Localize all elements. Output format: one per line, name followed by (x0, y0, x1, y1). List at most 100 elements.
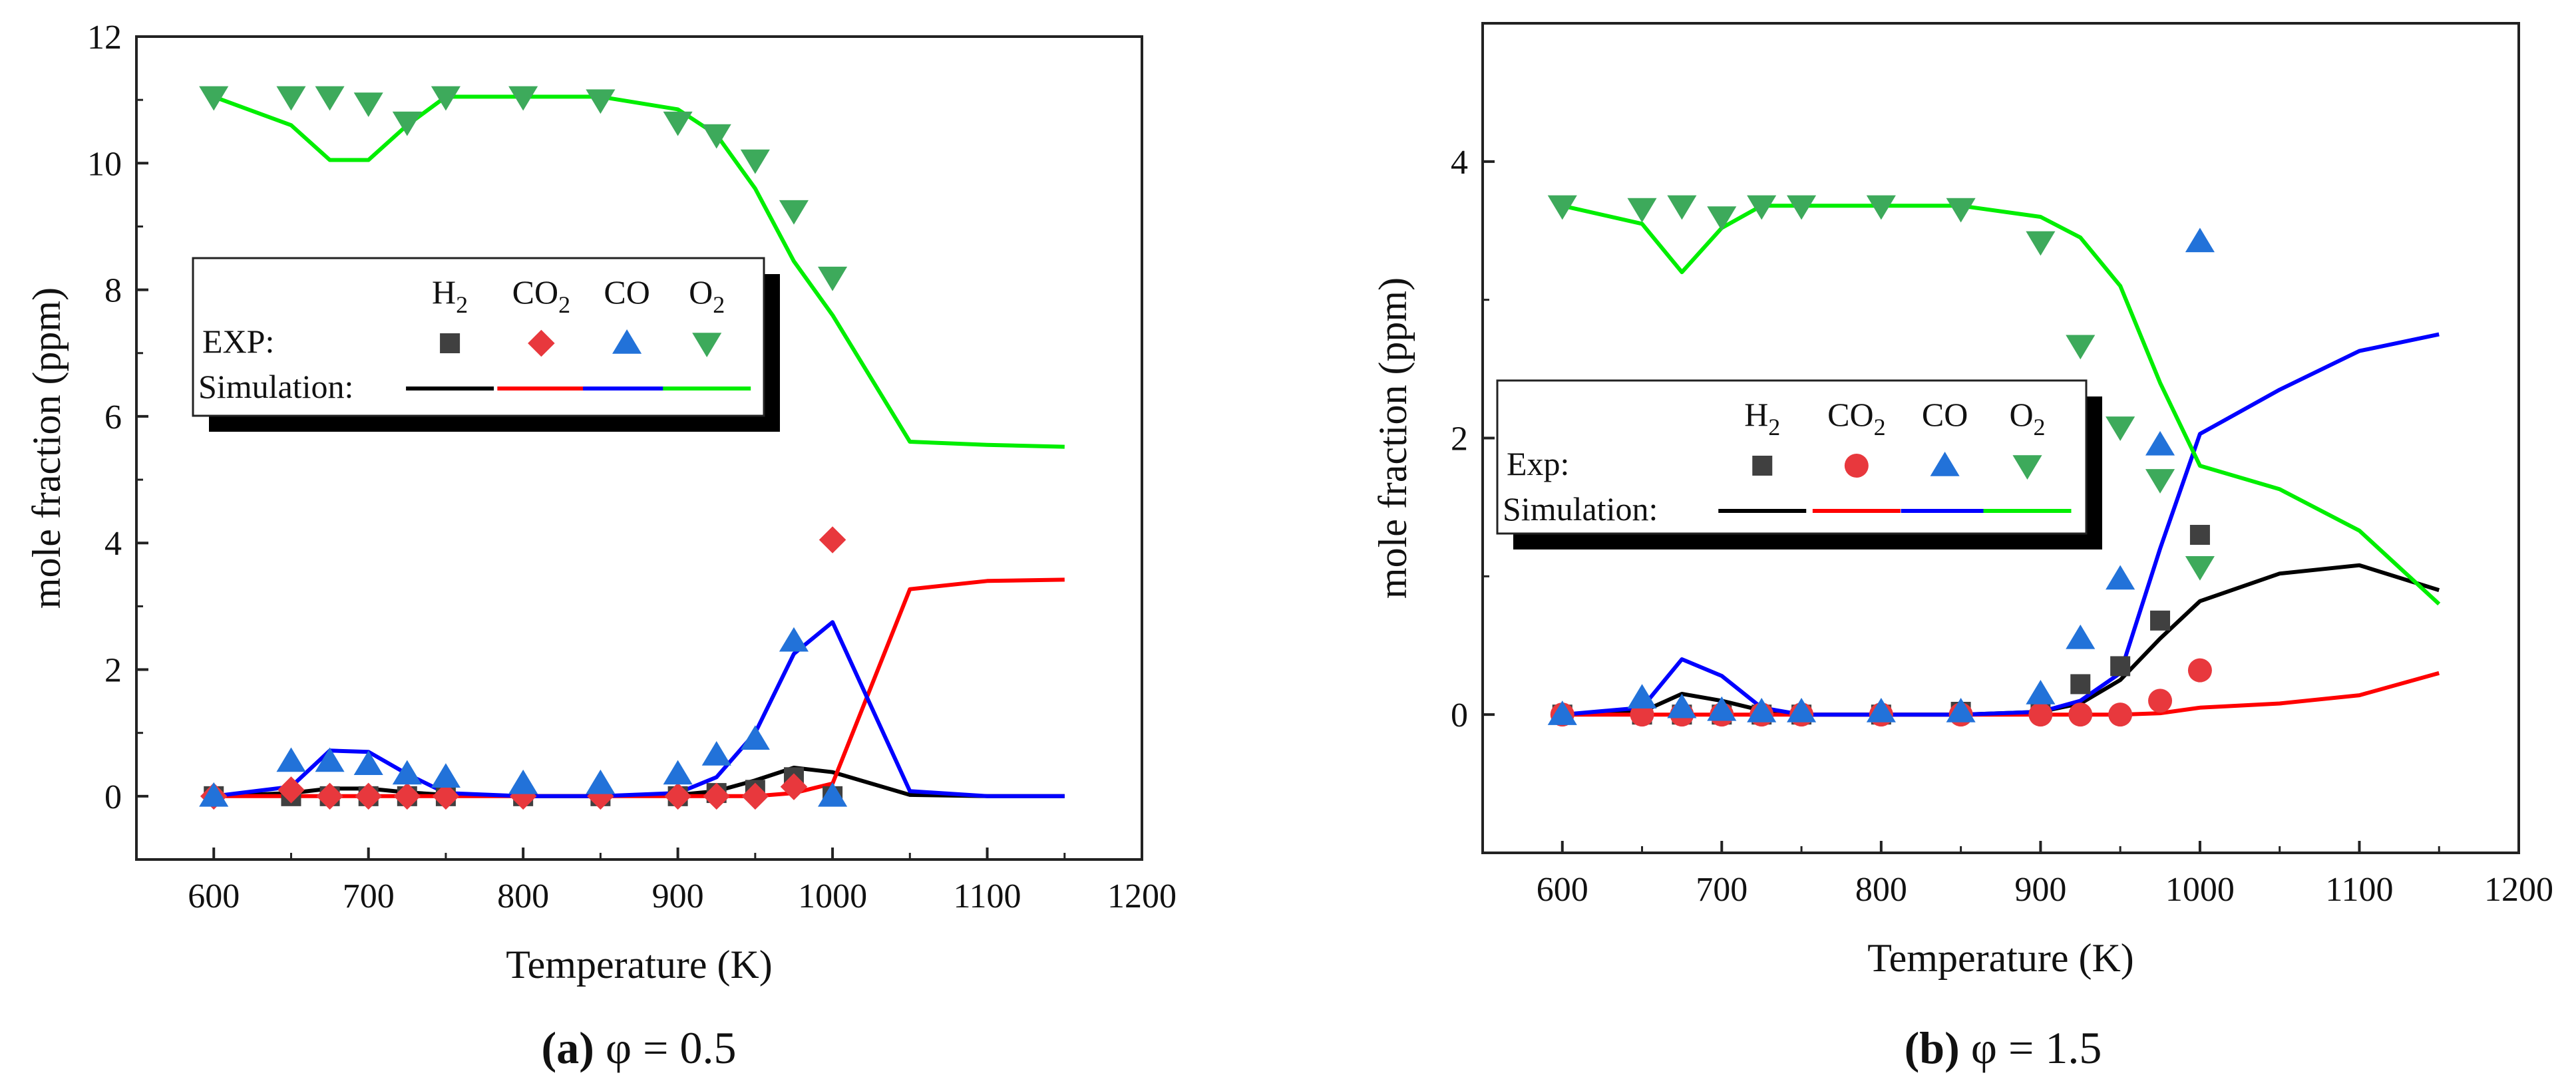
exp-point-h2 (2189, 524, 2210, 545)
exp-point-co (663, 760, 693, 785)
x-tick-label: 1100 (953, 877, 1021, 915)
x-tick-label: 600 (1537, 871, 1588, 909)
exp-point-co (1747, 698, 1777, 722)
exp-point-co (2185, 228, 2215, 253)
exp-point-co (508, 769, 538, 794)
y-tick-label: 4 (104, 525, 122, 563)
y-tick-label: 2 (1451, 420, 1468, 458)
exp-point-o2 (740, 149, 770, 174)
exp-point-co2 (664, 782, 691, 810)
y-tick-label: 6 (104, 398, 122, 436)
exp-point-o2 (1667, 195, 1697, 220)
exp-point-co (431, 763, 460, 788)
exp-point-co (779, 627, 809, 652)
exp-point-co (701, 740, 731, 766)
panel-caption: (a) φ = 0.5 (542, 1022, 737, 1073)
exp-point-o2 (586, 89, 616, 114)
exp-point-co2 (780, 773, 808, 800)
legend-species-label: CO2 (1827, 396, 1885, 440)
exp-point-co (1866, 698, 1896, 722)
exp-point-co2 (2148, 689, 2173, 713)
exp-point-co2 (316, 782, 343, 810)
legend-species-label: CO (604, 273, 649, 311)
legend-species-label: O2 (2009, 396, 2045, 440)
exp-point-co2 (2187, 658, 2212, 683)
legend-species-label: H2 (1744, 396, 1780, 440)
legend-exp-marker-co2 (1844, 454, 1869, 478)
legend-exp-label: Exp: (1507, 445, 1569, 482)
exp-point-o2 (1707, 206, 1737, 231)
exp-point-o2 (663, 111, 693, 136)
exp-point-o2 (1787, 195, 1817, 220)
x-tick-label: 700 (343, 877, 395, 915)
y-tick-label: 10 (87, 145, 122, 183)
exp-point-co2 (393, 782, 421, 810)
exp-point-o2 (779, 200, 809, 225)
exp-point-o2 (431, 86, 460, 111)
exp-point-co2 (2108, 702, 2133, 727)
exp-point-h2 (2150, 610, 2171, 631)
exp-point-o2 (2106, 416, 2135, 441)
exp-point-co2 (2028, 702, 2053, 727)
x-tick-label: 1000 (798, 877, 867, 915)
sim-line-o2 (213, 94, 1065, 449)
exp-point-o2 (315, 86, 345, 111)
sim-line-co2 (214, 577, 1065, 798)
exp-point-co2 (2068, 702, 2093, 727)
exp-point-h2 (2070, 674, 2091, 695)
legend-sim-label: Simulation: (1503, 490, 1658, 528)
panel-caption: (b) φ = 1.5 (1905, 1022, 2102, 1073)
exp-point-co2 (703, 782, 730, 810)
sim-line-h2 (1562, 563, 2440, 717)
legend-exp-marker-o2 (692, 333, 722, 357)
y-tick-label: 4 (1451, 144, 1468, 182)
exp-point-co (392, 760, 422, 785)
legend: H2 CO2 CO O2 EXP: Simulation: (192, 257, 780, 432)
exp-point-o2 (1866, 195, 1896, 220)
legend-species-label: H2 (432, 273, 468, 318)
exp-point-co2 (1630, 702, 1654, 727)
x-tick-label: 700 (1696, 871, 1748, 909)
exp-point-o2 (1747, 195, 1777, 220)
x-tick-label: 1200 (2484, 871, 2553, 909)
exp-point-o2 (818, 266, 848, 291)
legend-exp-marker-o2 (2012, 455, 2042, 480)
exp-point-co (2026, 679, 2056, 704)
x-tick-label: 1100 (2325, 871, 2393, 909)
exp-point-co (199, 782, 229, 807)
exp-point-co (818, 782, 848, 807)
sim-line-co (213, 620, 1065, 798)
exp-point-o2 (2145, 469, 2175, 494)
x-tick-label: 1200 (1107, 877, 1177, 915)
exp-point-co (1946, 698, 1976, 722)
x-tick-label: 900 (652, 877, 704, 915)
exp-point-o2 (199, 86, 229, 111)
legend-species-label: CO2 (512, 273, 570, 318)
exp-point-co (1787, 698, 1817, 722)
x-tick-label: 1000 (2165, 871, 2235, 909)
exp-point-co (1707, 696, 1737, 721)
exp-point-co (2145, 430, 2175, 456)
exp-point-o2 (508, 86, 538, 111)
exp-point-co (586, 769, 616, 794)
plot-frame (135, 35, 1143, 861)
y-axis-title: mole fraction (ppm) (25, 287, 69, 609)
legend-exp-label: EXP: (202, 323, 274, 360)
exp-point-co2 (277, 776, 305, 804)
x-axis-title: Temperature (K) (506, 943, 773, 987)
exp-point-co (276, 747, 306, 772)
x-axis-title: Temperature (K) (1867, 936, 2134, 980)
y-axis-title: mole fraction (ppm) (1371, 277, 1415, 599)
y-tick-label: 2 (104, 652, 122, 690)
exp-point-co2 (819, 526, 846, 553)
legend-species-label: CO (1922, 396, 1968, 433)
exp-point-o2 (2026, 231, 2056, 256)
chart-panel-b: 600 700 800 900 1000 1100 1200 0 2 4 Temperature (… (1371, 22, 2553, 1073)
legend-exp-marker-co (1930, 452, 1960, 476)
exp-point-o2 (1946, 198, 1976, 223)
y-tick-label: 8 (104, 272, 122, 310)
exp-point-co (2066, 624, 2096, 649)
simulation-lines (213, 94, 1065, 798)
x-tick-label: 600 (188, 877, 240, 915)
y-tick-label: 0 (104, 778, 122, 816)
